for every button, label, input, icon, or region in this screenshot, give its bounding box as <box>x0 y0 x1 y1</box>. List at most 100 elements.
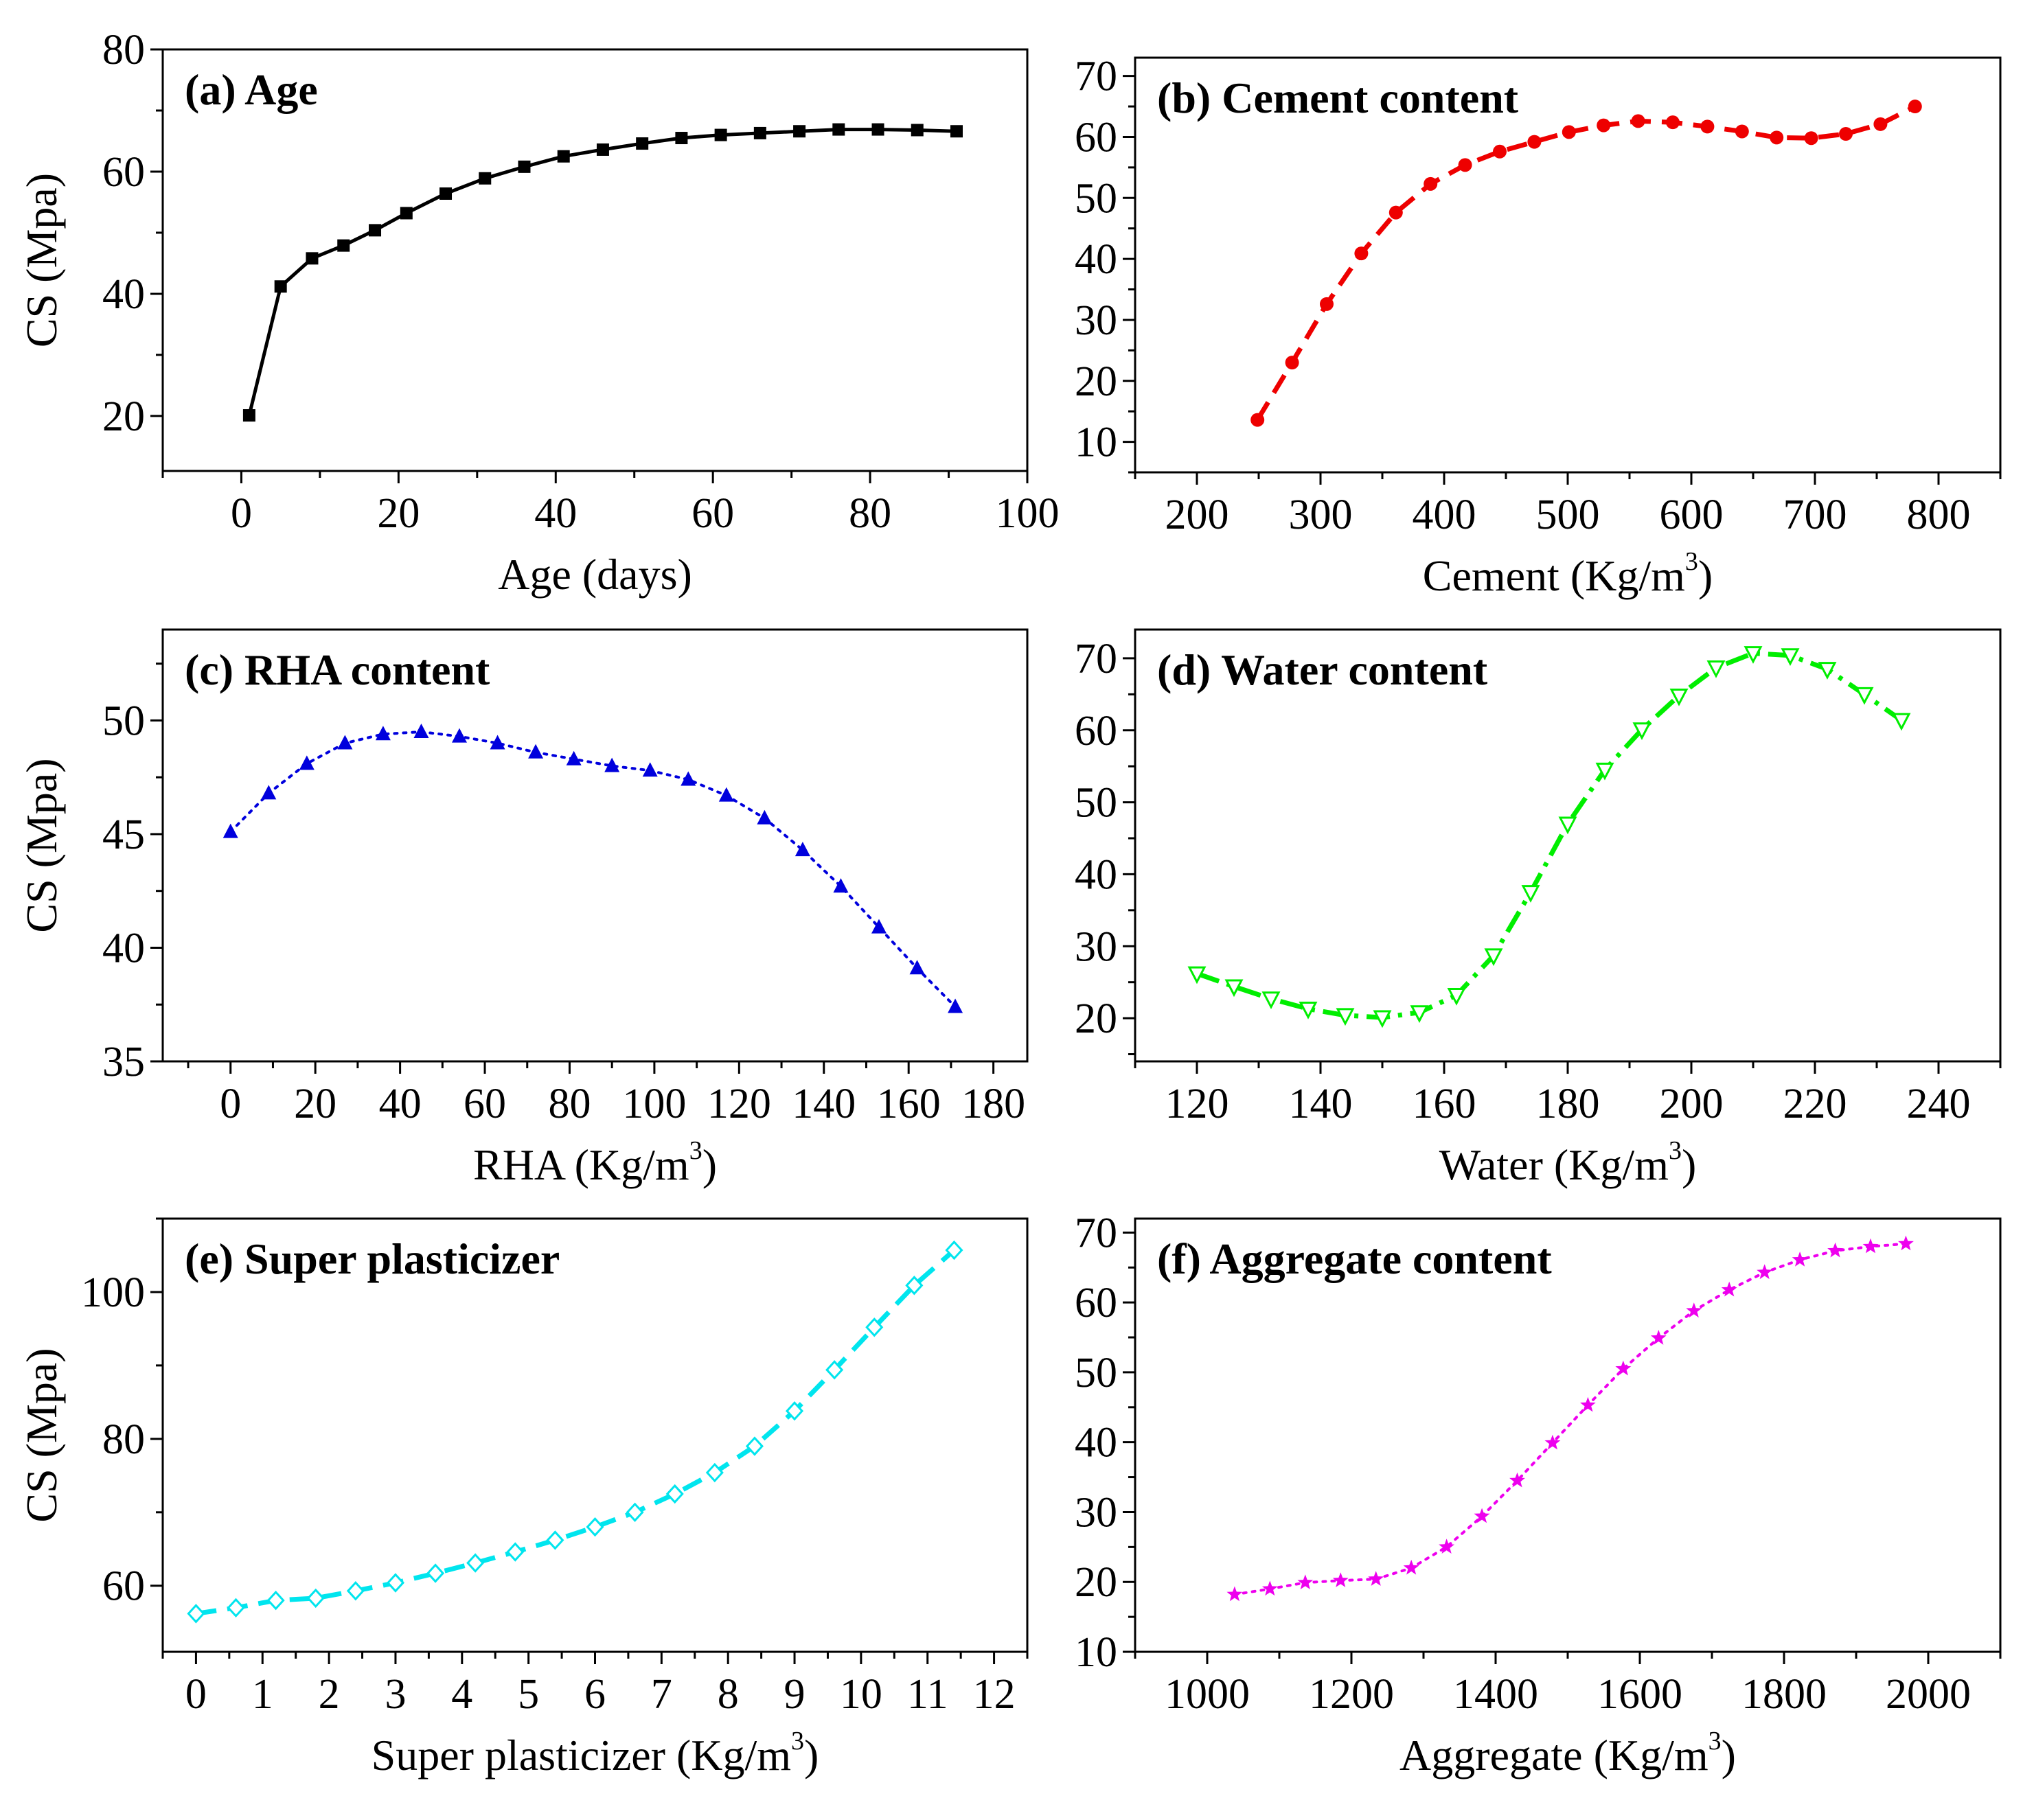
data-point <box>1224 979 1244 998</box>
x-tick-label: 40 <box>534 490 577 537</box>
data-point <box>1721 1281 1737 1297</box>
data-point <box>187 1604 205 1624</box>
data-point <box>675 132 688 145</box>
data-point <box>1804 131 1818 146</box>
x-tick-label: 80 <box>849 490 891 537</box>
data-point <box>1827 1242 1843 1258</box>
data-point <box>626 1502 644 1523</box>
x-tick-label: 300 <box>1289 492 1353 538</box>
x-tick-label: 4 <box>451 1671 472 1718</box>
series-line-b <box>1255 104 1917 422</box>
x-axis-label: Age (days) <box>498 550 692 599</box>
x-tick-label: 40 <box>379 1081 422 1127</box>
chart-panel-a: 0 20 40 60 80 100 20 40 60 80 (a) Age Age (days) CS … <box>17 27 1060 599</box>
panel-title: (b) Cement content <box>1157 73 1519 122</box>
data-point <box>714 128 727 141</box>
x-tick-label: 10 <box>840 1671 882 1718</box>
data-point <box>1368 1571 1384 1586</box>
data-point <box>586 1517 604 1537</box>
data-point <box>518 160 531 173</box>
x-tick-label: 140 <box>792 1081 856 1127</box>
series-line-a <box>247 128 957 416</box>
chart-panel-f: 1000 1200 1400 1600 1800 2000 10 20 30 40 50 60 70 (f… <box>1075 1210 2002 1779</box>
y-tick-label: 20 <box>1075 358 1117 405</box>
data-point <box>1493 144 1507 159</box>
data-point <box>1439 1539 1454 1554</box>
data-point <box>1632 722 1651 740</box>
data-point <box>1521 885 1540 903</box>
data-point <box>1285 356 1299 370</box>
x-axis-label: Super plasticizer (Kg/m3) <box>372 1727 819 1779</box>
x-tick-label: 1800 <box>1741 1671 1827 1718</box>
data-point <box>400 207 413 220</box>
chart-panel-d: 120 140 160 180 200 220 240 20 30 40 50 60 70 (d) Wat… <box>1075 628 2002 1189</box>
x-tick-label: 1400 <box>1453 1671 1538 1718</box>
panel-title: (f) Aggregate content <box>1157 1234 1552 1283</box>
data-point <box>466 1553 485 1573</box>
data-point <box>261 785 277 800</box>
x-tick-label: 180 <box>961 1081 1025 1127</box>
data-point <box>665 1484 684 1504</box>
data-point <box>1410 1005 1429 1023</box>
y-tick-label: 40 <box>1075 236 1117 283</box>
y-axis-label: CS (Mpa) <box>17 1348 66 1522</box>
x-tick-label: 2 <box>319 1671 340 1718</box>
x-tick-label: 220 <box>1783 1081 1847 1127</box>
data-point <box>1509 1472 1525 1488</box>
y-tick-label: 80 <box>102 27 145 73</box>
x-tick-label: 12 <box>973 1671 1016 1718</box>
x-tick-label: 120 <box>707 1081 771 1127</box>
data-point <box>1250 413 1265 427</box>
x-tick-label: 80 <box>548 1081 591 1127</box>
data-point <box>1873 117 1888 131</box>
data-point <box>386 1573 404 1593</box>
data-point <box>1595 762 1614 781</box>
y-tick-label: 50 <box>102 698 145 744</box>
data-point <box>1424 176 1438 191</box>
y-tick-label: 35 <box>102 1039 145 1085</box>
x-tick-label: 160 <box>1413 1081 1476 1127</box>
data-point <box>528 744 544 759</box>
data-point <box>1818 662 1837 680</box>
y-tick-label: 30 <box>1075 923 1117 970</box>
data-point <box>1792 1252 1808 1267</box>
x-tick-label: 120 <box>1165 1081 1229 1127</box>
y-tick-label: 10 <box>1075 1629 1117 1676</box>
y-axis-label: CS (Mpa) <box>17 758 66 932</box>
data-point <box>1187 966 1207 984</box>
data-point <box>566 750 582 765</box>
y-tick-label: 40 <box>102 271 145 318</box>
y-tick-label: 70 <box>1075 636 1117 682</box>
data-point <box>490 735 505 750</box>
data-point <box>753 126 766 139</box>
x-tick-label: 500 <box>1536 492 1600 538</box>
plot-frame <box>161 1217 1029 1653</box>
data-point <box>1580 1396 1596 1412</box>
data-point <box>1686 1302 1702 1318</box>
data-point <box>1336 1008 1355 1026</box>
panel-title: (c) RHA content <box>185 645 490 694</box>
data-point <box>1299 1001 1318 1020</box>
x-tick-label: 1000 <box>1165 1671 1250 1718</box>
data-point <box>945 1240 963 1260</box>
data-point <box>479 172 492 185</box>
data-point <box>795 842 810 857</box>
data-point <box>1332 1572 1349 1587</box>
data-point <box>557 150 570 163</box>
y-tick-label: 40 <box>102 925 145 971</box>
x-tick-label: 11 <box>907 1671 948 1718</box>
x-tick-label: 100 <box>622 1081 686 1127</box>
data-point <box>413 723 429 738</box>
data-point <box>636 137 649 150</box>
data-point <box>1615 1360 1632 1376</box>
x-tick-label: 3 <box>385 1671 406 1718</box>
data-point <box>1908 100 1922 114</box>
y-tick-label: 20 <box>1075 1559 1117 1606</box>
data-point <box>1700 119 1715 134</box>
data-point <box>1631 114 1645 128</box>
x-tick-label: 0 <box>231 490 252 537</box>
data-point <box>911 124 924 137</box>
series-line-d <box>1196 651 1904 1020</box>
x-tick-label: 60 <box>464 1081 506 1127</box>
